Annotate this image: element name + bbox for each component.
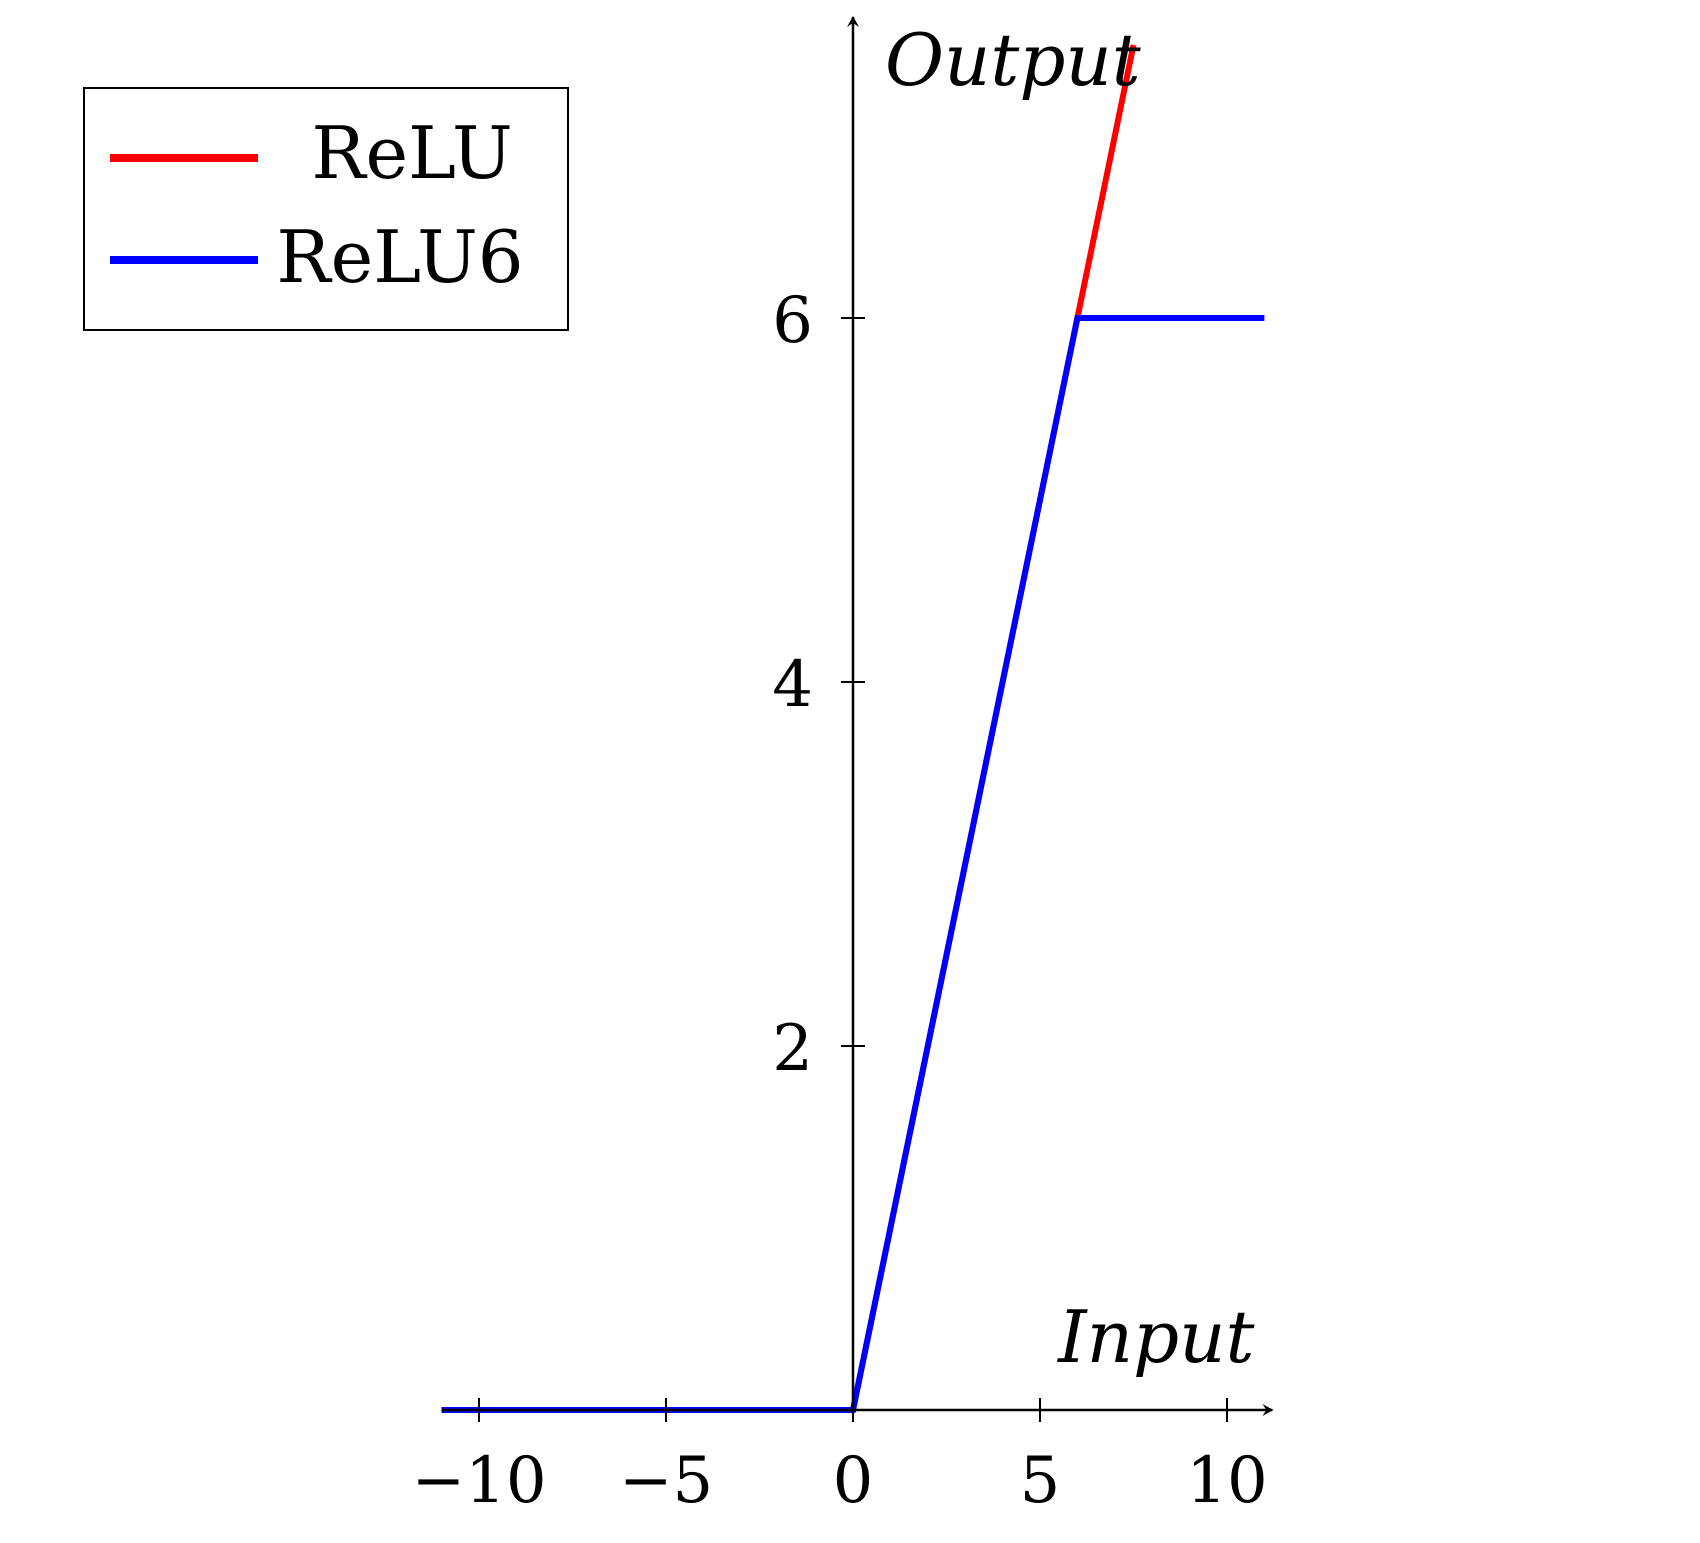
y-tick-label: 2 bbox=[772, 1012, 813, 1086]
x-tick-label: 5 bbox=[1020, 1444, 1061, 1518]
x-tick-label: −10 bbox=[411, 1444, 546, 1518]
axes-layer bbox=[441, 16, 1274, 1416]
y-tick-label: 6 bbox=[772, 284, 813, 358]
x-tick-label: −5 bbox=[619, 1444, 713, 1518]
legend-label-relu: ReLU bbox=[311, 111, 512, 195]
x-axis-label: Input bbox=[1056, 1295, 1255, 1379]
legend: ReLU ReLU6 bbox=[83, 87, 569, 331]
legend-label-relu6: ReLU6 bbox=[276, 215, 523, 299]
legend-box bbox=[83, 87, 569, 331]
y-axis-label: Output bbox=[885, 18, 1142, 102]
y-tick-label: 4 bbox=[772, 648, 813, 722]
ticks-layer: −10 −5 0 5 10 2 4 6 bbox=[411, 284, 1267, 1518]
x-tick-label: 0 bbox=[833, 1444, 874, 1518]
x-tick-label: 10 bbox=[1186, 1444, 1267, 1518]
